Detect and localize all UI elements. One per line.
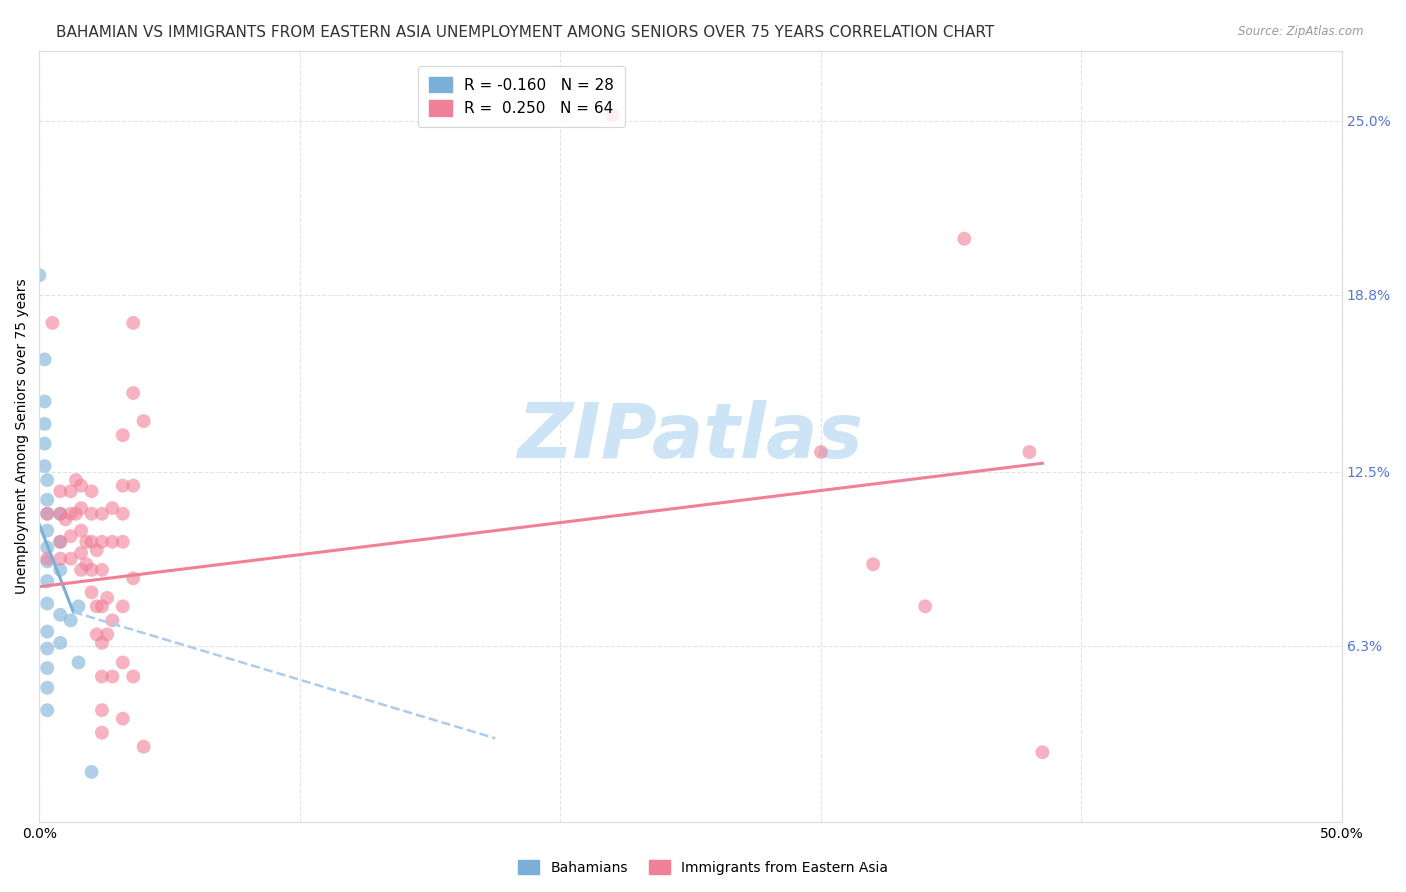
- Text: Source: ZipAtlas.com: Source: ZipAtlas.com: [1239, 25, 1364, 38]
- Point: [111, 712, 134, 726]
- Point: [91, 563, 114, 577]
- Point: [49, 484, 72, 499]
- Point: [59, 484, 82, 499]
- Point: [49, 507, 72, 521]
- Point: [111, 428, 134, 442]
- Point: [37, 507, 59, 521]
- Point: [37, 681, 59, 695]
- Point: [59, 614, 82, 628]
- Point: [86, 543, 108, 558]
- Point: [80, 484, 103, 499]
- Point: [91, 725, 114, 739]
- Point: [49, 551, 72, 566]
- Legend: R = -0.160   N = 28, R =  0.250   N = 64: R = -0.160 N = 28, R = 0.250 N = 64: [418, 66, 624, 127]
- Point: [91, 703, 114, 717]
- Point: [70, 478, 93, 492]
- Point: [37, 641, 59, 656]
- Point: [67, 599, 90, 614]
- Point: [101, 534, 124, 549]
- Point: [86, 599, 108, 614]
- Point: [80, 764, 103, 779]
- Point: [37, 597, 59, 611]
- Point: [59, 507, 82, 521]
- Point: [91, 669, 114, 683]
- Point: [70, 524, 93, 538]
- Text: BAHAMIAN VS IMMIGRANTS FROM EASTERN ASIA UNEMPLOYMENT AMONG SENIORS OVER 75 YEAR: BAHAMIAN VS IMMIGRANTS FROM EASTERN ASIA…: [56, 25, 994, 40]
- Point: [91, 636, 114, 650]
- Point: [86, 627, 108, 641]
- Point: [37, 541, 59, 555]
- Y-axis label: Unemployment Among Seniors over 75 years: Unemployment Among Seniors over 75 years: [15, 279, 30, 594]
- Point: [111, 656, 134, 670]
- Point: [602, 108, 624, 122]
- Point: [101, 501, 124, 516]
- Point: [122, 386, 145, 401]
- Point: [111, 534, 134, 549]
- Point: [34, 352, 56, 367]
- Point: [810, 445, 832, 459]
- Point: [91, 534, 114, 549]
- Point: [37, 574, 59, 588]
- Point: [37, 473, 59, 487]
- Point: [65, 473, 87, 487]
- Point: [49, 607, 72, 622]
- Point: [49, 507, 72, 521]
- Point: [37, 507, 59, 521]
- Point: [59, 529, 82, 543]
- Point: [91, 507, 114, 521]
- Point: [122, 478, 145, 492]
- Point: [91, 599, 114, 614]
- Point: [49, 534, 72, 549]
- Point: [34, 436, 56, 450]
- Point: [37, 492, 59, 507]
- Point: [41, 316, 63, 330]
- Point: [132, 739, 155, 754]
- Point: [75, 558, 97, 572]
- Legend: Bahamians, Immigrants from Eastern Asia: Bahamians, Immigrants from Eastern Asia: [513, 855, 893, 880]
- Point: [37, 661, 59, 675]
- Point: [55, 512, 77, 526]
- Point: [1031, 745, 1053, 759]
- Point: [67, 656, 90, 670]
- Point: [101, 614, 124, 628]
- Point: [37, 551, 59, 566]
- Point: [70, 563, 93, 577]
- Point: [49, 534, 72, 549]
- Point: [122, 669, 145, 683]
- Point: [28, 268, 51, 283]
- Point: [132, 414, 155, 428]
- Text: ZIPatlas: ZIPatlas: [517, 400, 863, 474]
- Point: [59, 551, 82, 566]
- Point: [49, 636, 72, 650]
- Point: [862, 558, 884, 572]
- Point: [37, 524, 59, 538]
- Point: [80, 507, 103, 521]
- Point: [75, 534, 97, 549]
- Point: [34, 394, 56, 409]
- Point: [96, 627, 118, 641]
- Point: [914, 599, 936, 614]
- Point: [70, 501, 93, 516]
- Point: [49, 563, 72, 577]
- Point: [34, 417, 56, 431]
- Point: [96, 591, 118, 605]
- Point: [34, 458, 56, 473]
- Point: [101, 669, 124, 683]
- Point: [37, 624, 59, 639]
- Point: [65, 507, 87, 521]
- Point: [70, 546, 93, 560]
- Point: [122, 571, 145, 585]
- Point: [37, 554, 59, 568]
- Point: [80, 585, 103, 599]
- Point: [111, 599, 134, 614]
- Point: [80, 563, 103, 577]
- Point: [80, 534, 103, 549]
- Point: [37, 703, 59, 717]
- Point: [1018, 445, 1040, 459]
- Point: [111, 507, 134, 521]
- Point: [122, 316, 145, 330]
- Point: [953, 232, 976, 246]
- Point: [111, 478, 134, 492]
